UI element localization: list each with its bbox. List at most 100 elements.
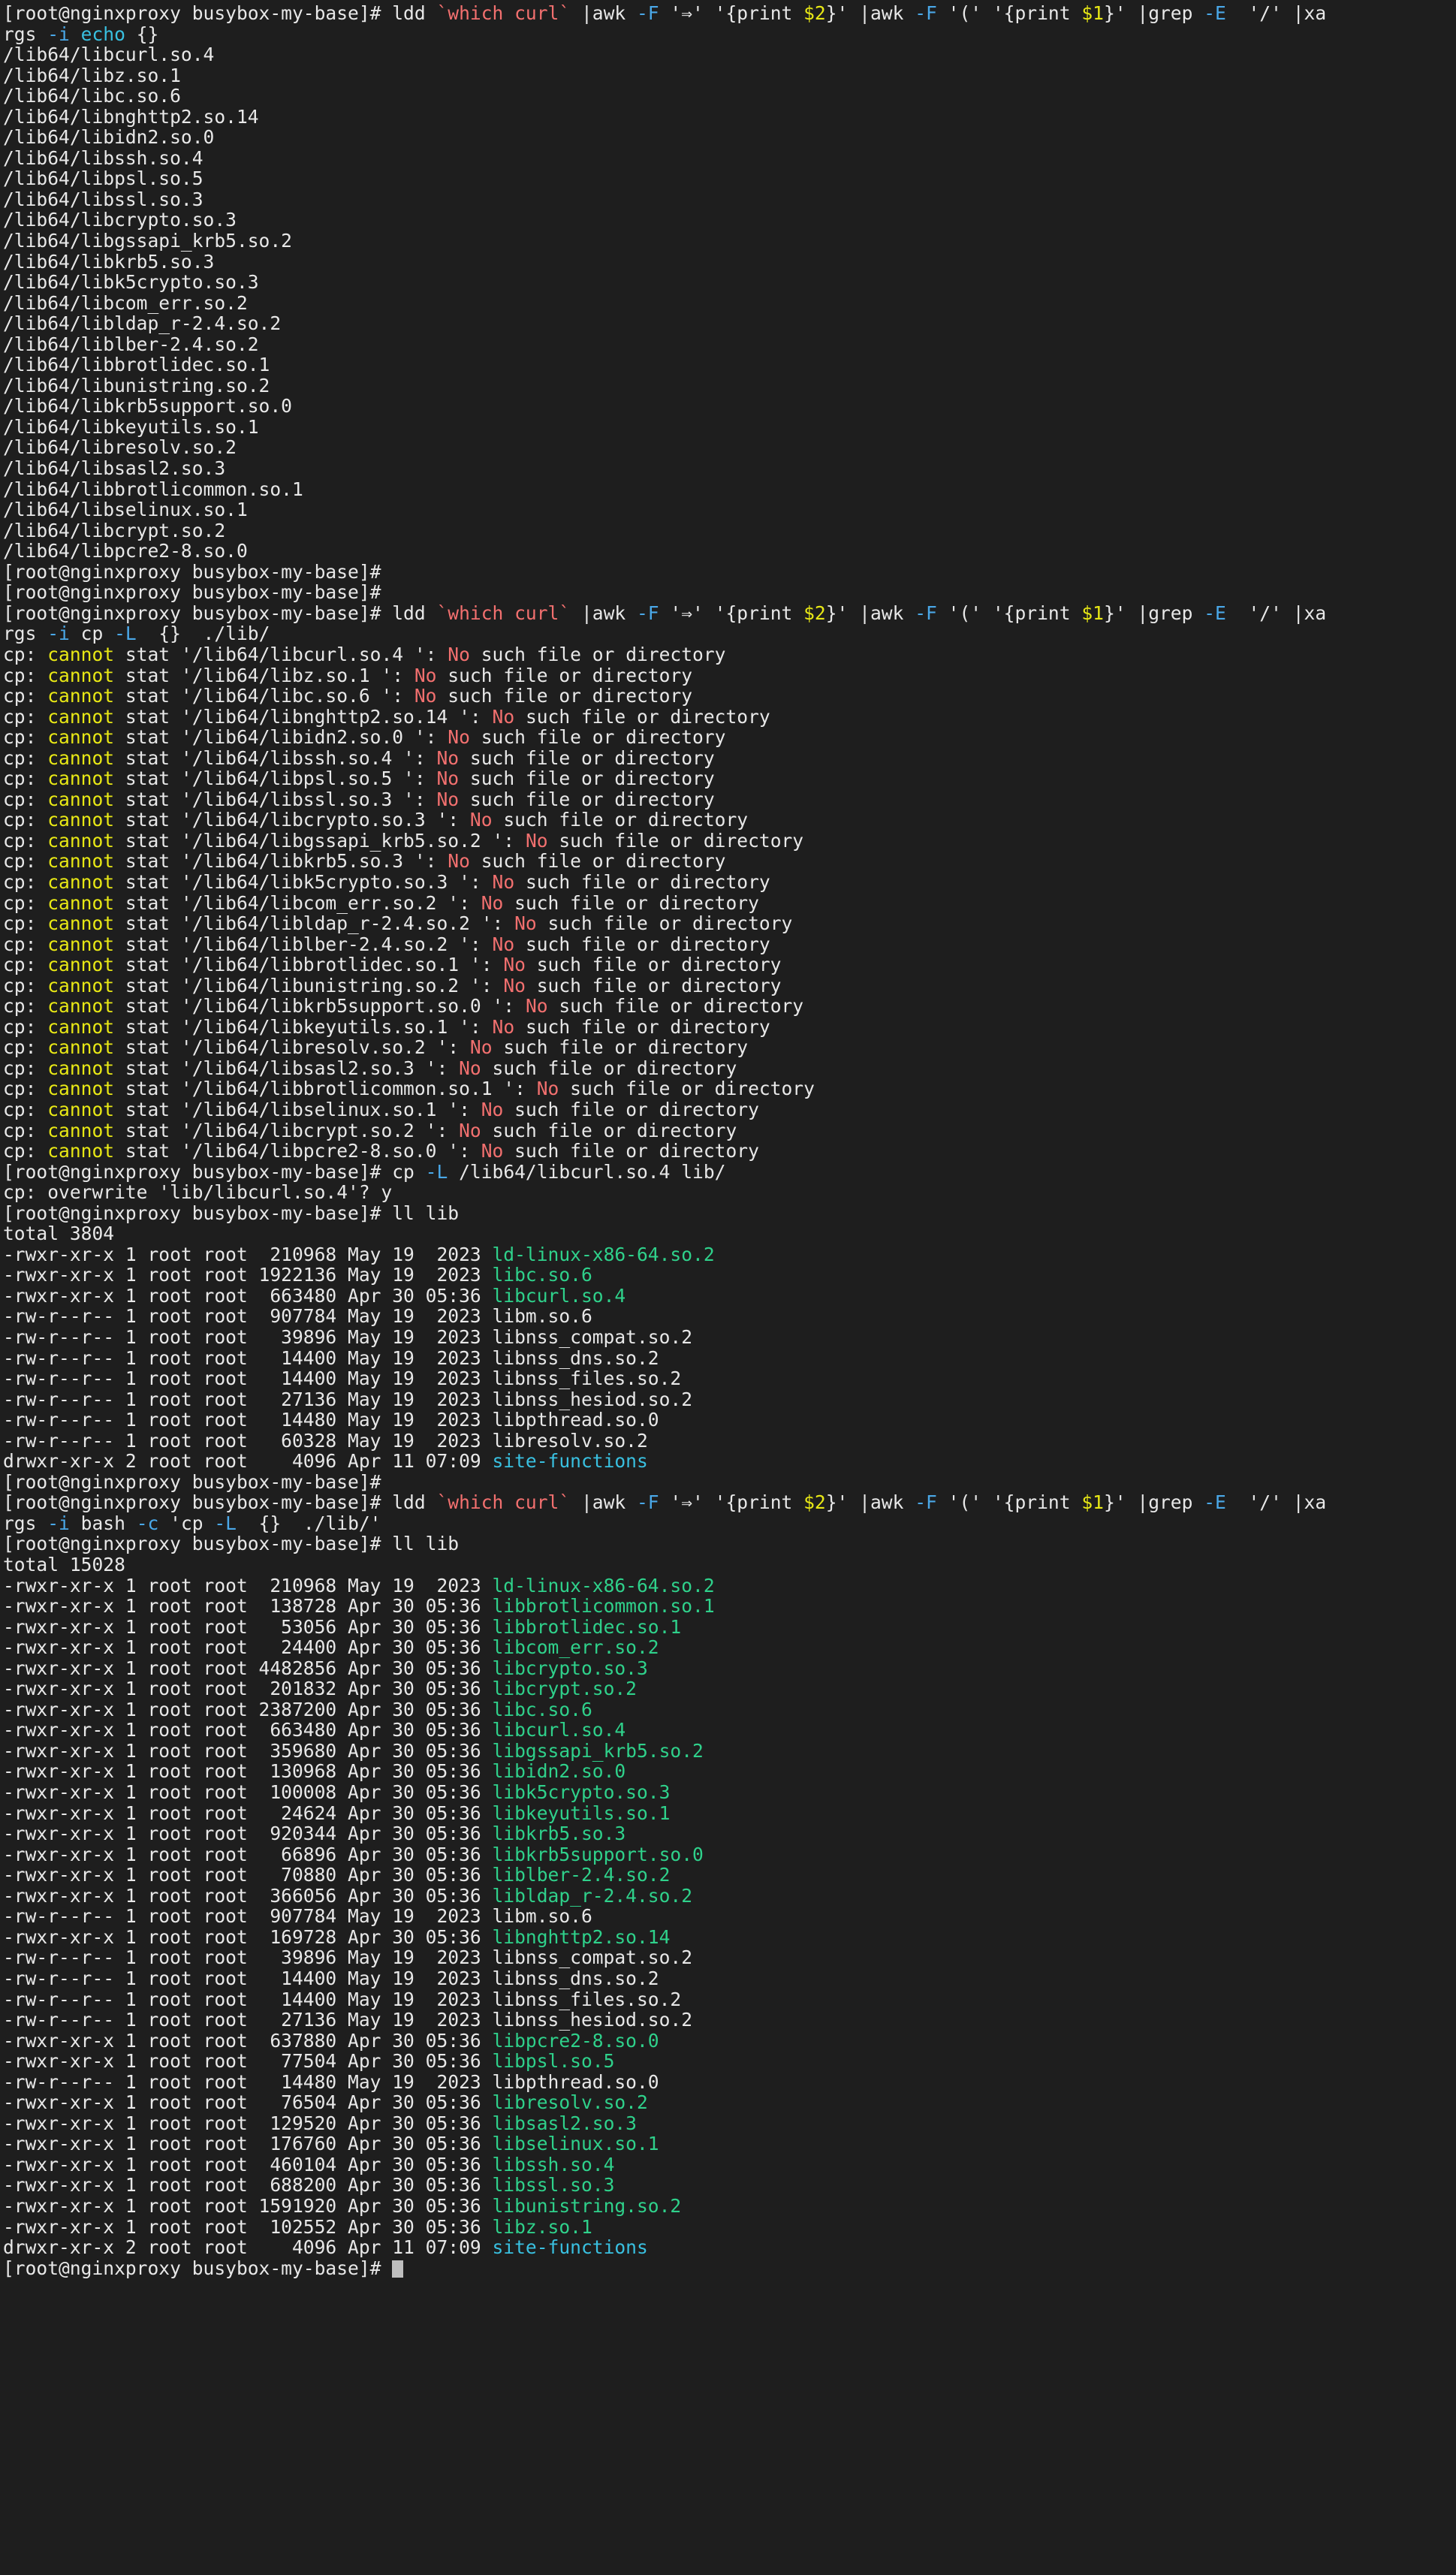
terminal-line: /lib64/libpcre2-8.so.0 <box>3 541 1456 562</box>
terminal-line: -rwxr-xr-x 1 root root 53056 Apr 30 05:3… <box>3 1615 1456 1638</box>
terminal-line: cp: cannot stat '/lib64/libselinux.so.1 … <box>3 1099 1456 1120</box>
terminal-text: such file or directory <box>481 1119 737 1141</box>
terminal-text: No <box>469 1036 493 1059</box>
terminal-text: such file or directory <box>514 705 770 728</box>
terminal-text: No <box>436 788 460 810</box>
terminal-text: /lib64/liblber-2.4.so.2 <box>3 333 259 355</box>
terminal-text: No <box>492 933 515 955</box>
terminal-text: stat '/lib64/libz.so.1 ': <box>114 664 414 686</box>
terminal-text: }' |grep <box>1103 1491 1204 1514</box>
terminal-text: cannot <box>47 705 115 728</box>
block-cursor[interactable] <box>392 2260 403 2278</box>
terminal-text: '/' |xa <box>1225 602 1327 624</box>
terminal-text: libz.so.1 <box>492 2215 592 2238</box>
terminal-text: -rwxr-xr-x 1 root root 176760 Apr 30 05:… <box>3 2133 493 2155</box>
terminal-text: {} ./lib/ <box>136 623 270 645</box>
terminal-line: -rwxr-xr-x 1 root root 359680 Apr 30 05:… <box>3 1741 1456 1762</box>
terminal-text: site-functions <box>492 2236 648 2259</box>
terminal-text: -rwxr-xr-x 1 root root 637880 Apr 30 05:… <box>3 2029 493 2052</box>
terminal-text: /lib64/libpsl.so.5 <box>3 167 203 190</box>
terminal-text: -rwxr-xr-x 1 root root 102552 Apr 30 05:… <box>3 2215 493 2238</box>
terminal-text: |awk <box>570 2 637 24</box>
terminal-text: No <box>492 870 515 893</box>
terminal-text: /lib64/libbrotlidec.so.1 <box>3 354 270 376</box>
terminal-text: /lib64/libcurl.so.4 <box>3 44 215 66</box>
terminal-text: /lib64/libcrypt.so.2 <box>3 519 226 541</box>
terminal-text: cp: <box>3 726 48 749</box>
terminal-text: cannot <box>47 809 115 831</box>
terminal-text: cp: <box>3 912 48 935</box>
terminal-text: libpcre2-8.so.0 <box>492 2029 659 2052</box>
terminal-text: -c <box>136 1512 159 1534</box>
terminal-line: rgs -i echo {} <box>3 23 1456 45</box>
terminal-line: /lib64/libselinux.so.1 <box>3 499 1456 520</box>
terminal-line: cp: cannot stat '/lib64/libsasl2.so.3 ':… <box>3 1058 1456 1079</box>
terminal-line: /lib64/libresolv.so.2 <box>3 437 1456 458</box>
terminal-line: -rwxr-xr-x 1 root root 1591920 Apr 30 05… <box>3 2196 1456 2217</box>
terminal-text: [root@nginxproxy busybox-my-base]# ldd <box>3 602 437 624</box>
terminal-text: libbrotlidec.so.1 <box>492 1615 682 1638</box>
terminal-text: libidn2.so.0 <box>492 1760 626 1783</box>
terminal-line: /lib64/liblber-2.4.so.2 <box>3 333 1456 355</box>
terminal-line: /lib64/libpsl.so.5 <box>3 168 1456 189</box>
terminal-text: '⇒' '{print <box>659 2 804 24</box>
terminal-text: -rwxr-xr-x 1 root root 77504 Apr 30 05:3… <box>3 2050 493 2073</box>
terminal-text: -L <box>114 623 137 645</box>
terminal-line: -rwxr-xr-x 1 root root 100008 Apr 30 05:… <box>3 1782 1456 1803</box>
terminal-line: cp: cannot stat '/lib64/libnghttp2.so.14… <box>3 705 1456 728</box>
terminal-text: cannot <box>47 870 115 893</box>
terminal-text: such file or directory <box>492 809 749 831</box>
terminal-line: -rw-r--r-- 1 root root 907784 May 19 202… <box>3 1906 1456 1927</box>
terminal-text: libselinux.so.1 <box>492 2133 659 2155</box>
terminal-text: `which curl` <box>436 602 571 624</box>
terminal-text: `which curl` <box>436 1491 571 1514</box>
terminal-line: -rwxr-xr-x 1 root root 130968 Apr 30 05:… <box>3 1761 1456 1782</box>
terminal-text: stat '/lib64/libpsl.so.5 ': <box>114 767 437 790</box>
terminal-text: cannot <box>47 1057 115 1079</box>
terminal-line: -rwxr-xr-x 1 root root 129520 Apr 30 05:… <box>3 2113 1456 2134</box>
terminal-text: stat '/lib64/libldap_r-2.4.so.2 ': <box>114 912 515 935</box>
terminal-text: stat '/lib64/libcurl.so.4 ': <box>114 643 448 665</box>
terminal-text: -rw-r--r-- 1 root root 14400 May 19 2023… <box>3 1367 682 1390</box>
terminal-line: total 15028 <box>3 1554 1456 1575</box>
terminal-line: /lib64/libcom_err.so.2 <box>3 292 1456 314</box>
terminal-line: cp: overwrite 'lib/libcurl.so.4'? y <box>3 1182 1456 1203</box>
terminal-line: cp: cannot stat '/lib64/libunistring.so.… <box>3 975 1456 997</box>
terminal-line: /lib64/libkeyutils.so.1 <box>3 417 1456 438</box>
terminal-line: drwxr-xr-x 2 root root 4096 Apr 11 07:09… <box>3 1451 1456 1472</box>
terminal-line: cp: cannot stat '/lib64/libgssapi_krb5.s… <box>3 831 1456 852</box>
terminal-text: [root@nginxproxy busybox-my-base]# <box>3 581 393 604</box>
terminal-text: $1 <box>1081 602 1104 624</box>
terminal-text: -rwxr-xr-x 1 root root 66896 Apr 30 05:3… <box>3 1843 493 1865</box>
terminal-text: libssh.so.4 <box>492 2153 615 2175</box>
terminal-text: such file or directory <box>503 1098 759 1120</box>
terminal-text: site-functions <box>492 1450 648 1473</box>
terminal-text: -rwxr-xr-x 1 root root 1591920 Apr 30 05… <box>3 2194 493 2217</box>
terminal-text: cannot <box>47 850 115 873</box>
terminal-text: -F <box>915 602 937 624</box>
terminal-line: -rw-r--r-- 1 root root 14400 May 19 2023… <box>3 1347 1456 1369</box>
terminal-text: cannot <box>47 933 115 955</box>
terminal-line: cp: cannot stat '/lib64/libbrotlicommon.… <box>3 1078 1456 1099</box>
terminal-line: -rwxr-xr-x 1 root root 138728 Apr 30 05:… <box>3 1596 1456 1617</box>
terminal-text: total 3804 <box>3 1223 115 1245</box>
terminal-line: /lib64/libcrypto.so.3 <box>3 210 1456 231</box>
terminal-line: -rwxr-xr-x 1 root root 4482856 Apr 30 05… <box>3 1657 1456 1679</box>
terminal-text: such file or directory <box>481 1057 737 1079</box>
terminal-line: -rwxr-xr-x 1 root root 460104 Apr 30 05:… <box>3 2154 1456 2175</box>
terminal-text: libnghttp2.so.14 <box>492 1925 671 1948</box>
terminal-text: stat '/lib64/libssl.so.3 ': <box>114 788 437 810</box>
terminal-text: -rw-r--r-- 1 root root 60328 May 19 2023… <box>3 1429 648 1452</box>
terminal-text: echo <box>80 23 125 45</box>
terminal-text: cp: <box>3 705 48 728</box>
terminal-text: -F <box>637 2 659 24</box>
terminal-text: such file or directory <box>436 685 693 707</box>
terminal-text: cp: <box>3 829 48 852</box>
terminal-text: No <box>514 912 537 935</box>
terminal-text: libunistring.so.2 <box>492 2194 682 2217</box>
terminal-text: /lib64/libldap_r-2.4.so.2 <box>3 312 282 335</box>
terminal-text: bash <box>69 1512 137 1534</box>
terminal-text: 'cp <box>158 1512 215 1534</box>
terminal-text: such file or directory <box>514 1015 770 1038</box>
